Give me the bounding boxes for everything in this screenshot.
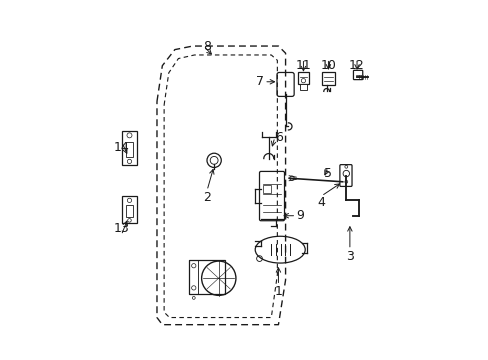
Text: 8: 8 (203, 40, 211, 53)
Text: 6: 6 (274, 131, 282, 144)
Text: 5: 5 (324, 167, 332, 180)
FancyBboxPatch shape (339, 165, 351, 186)
Text: 11: 11 (295, 59, 311, 72)
Bar (298, 72, 308, 84)
Bar (122, 196, 136, 223)
Text: 3: 3 (345, 249, 353, 263)
FancyBboxPatch shape (353, 70, 362, 80)
Text: 14: 14 (113, 141, 129, 154)
Bar (126, 205, 132, 217)
Bar (125, 143, 133, 157)
Ellipse shape (255, 236, 305, 263)
Text: 7: 7 (256, 75, 264, 88)
FancyBboxPatch shape (276, 72, 294, 96)
Text: 13: 13 (113, 222, 129, 235)
Text: 4: 4 (317, 196, 325, 209)
Text: 1: 1 (274, 285, 282, 298)
Bar (263, 185, 271, 193)
FancyBboxPatch shape (259, 171, 284, 221)
Text: 10: 10 (320, 59, 336, 72)
Bar (189, 260, 198, 294)
Text: 9: 9 (296, 209, 304, 222)
Bar (299, 84, 306, 90)
Bar (189, 260, 224, 294)
Text: 2: 2 (203, 191, 210, 204)
Circle shape (289, 176, 294, 180)
Bar (322, 72, 334, 85)
Bar (122, 131, 137, 165)
Text: 12: 12 (348, 59, 364, 72)
